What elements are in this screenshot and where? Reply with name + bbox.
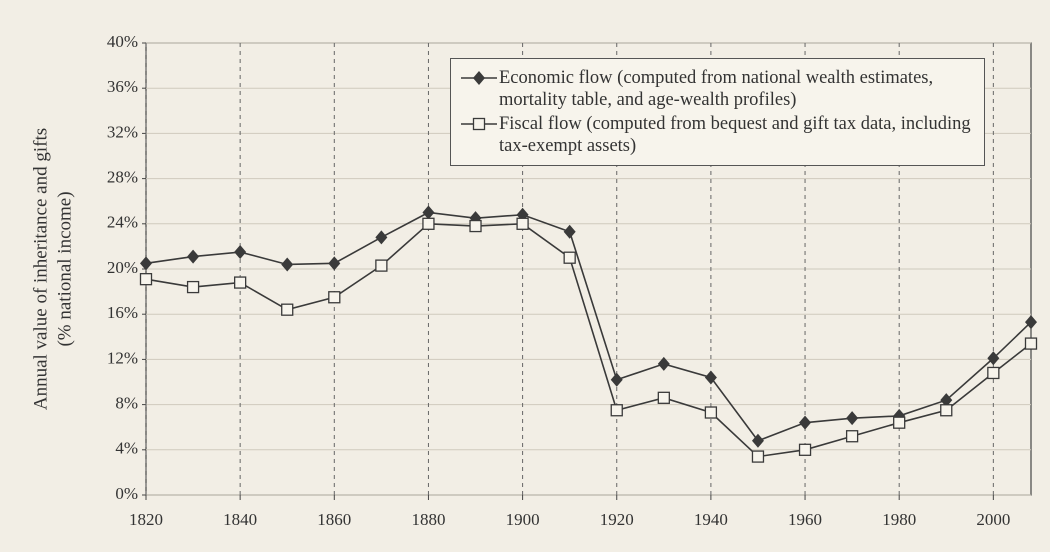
point (657, 356, 670, 371)
point (187, 249, 200, 264)
x-tick-label: 1900 (506, 510, 540, 529)
y-tick-label: 12% (107, 348, 138, 367)
y-tick-label: 8% (115, 394, 138, 413)
point (375, 230, 388, 245)
y-tick-label: 40% (107, 32, 138, 51)
point (610, 404, 623, 417)
point (1025, 315, 1037, 330)
point (987, 351, 1000, 366)
legend-label: Economic flow (computed from national we… (499, 68, 934, 110)
point (422, 217, 435, 230)
point (751, 450, 765, 463)
point (893, 416, 906, 429)
point (845, 430, 859, 443)
point (657, 391, 670, 404)
x-tick-label: 1820 (129, 510, 163, 529)
legend-item: Fiscal flow (computed from bequest and g… (459, 113, 976, 157)
x-tick-label: 1880 (411, 510, 445, 529)
point (328, 291, 341, 304)
point (422, 205, 435, 220)
legend-marker (473, 71, 485, 85)
y-tick-label: 36% (107, 77, 138, 96)
y-tick-label: 0% (115, 484, 138, 503)
y-axis-label: Annual value of inheritance and gifts (30, 128, 51, 410)
point (940, 404, 953, 417)
point (186, 280, 200, 294)
legend: Economic flow (computed from national we… (450, 58, 985, 166)
point (610, 372, 623, 387)
x-tick-label: 1920 (600, 510, 634, 529)
y-tick-label: 32% (107, 122, 138, 141)
point (375, 259, 388, 272)
point (328, 256, 341, 271)
y-axis-label: (% national income) (54, 191, 75, 346)
x-tick-label: 1840 (223, 510, 257, 529)
point (799, 415, 812, 430)
point (1024, 337, 1038, 350)
x-tick-label: 1960 (788, 510, 822, 529)
point (704, 370, 717, 385)
point (704, 406, 718, 419)
point (563, 251, 576, 264)
point (563, 224, 576, 239)
y-tick-label: 24% (107, 213, 138, 232)
point (281, 303, 294, 316)
legend-icon (461, 117, 497, 131)
legend-marker (472, 117, 486, 131)
point (281, 257, 294, 272)
point (798, 443, 812, 456)
point (751, 433, 764, 448)
y-tick-label: 28% (107, 168, 138, 187)
point (139, 273, 153, 286)
y-tick-label: 20% (107, 258, 138, 277)
point (233, 276, 247, 289)
y-tick-label: 16% (107, 303, 138, 322)
x-tick-label: 1940 (694, 510, 728, 529)
x-tick-label: 2000 (976, 510, 1010, 529)
y-tick-label: 4% (115, 439, 138, 458)
point (234, 245, 247, 260)
x-tick-label: 1980 (882, 510, 916, 529)
series-line (145, 222, 1032, 458)
legend-icon (461, 71, 497, 85)
point (469, 219, 482, 233)
legend-item: Economic flow (computed from national we… (459, 67, 976, 111)
point (940, 393, 953, 408)
legend-label: Fiscal flow (computed from bequest and g… (499, 114, 971, 156)
point (140, 256, 152, 271)
point (516, 217, 529, 230)
x-tick-label: 1860 (317, 510, 351, 529)
point (846, 411, 859, 426)
series-line (145, 211, 1032, 442)
point (987, 366, 1000, 380)
